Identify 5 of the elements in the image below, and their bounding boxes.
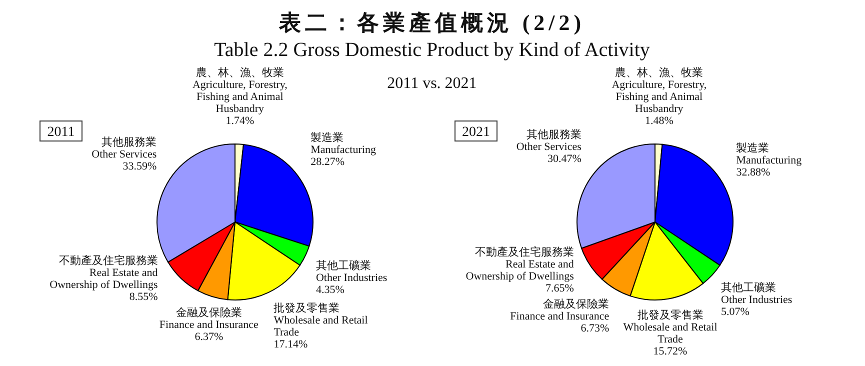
text: 2021 — [462, 125, 490, 140]
text: 2011 vs. 2021 — [387, 75, 477, 92]
text: 2011 — [47, 125, 75, 140]
text: Table 2.2 Gross Domestic Product by Kind of Activity — [214, 39, 650, 61]
text: 表二：各業產值概況 (2/2) — [278, 10, 586, 35]
